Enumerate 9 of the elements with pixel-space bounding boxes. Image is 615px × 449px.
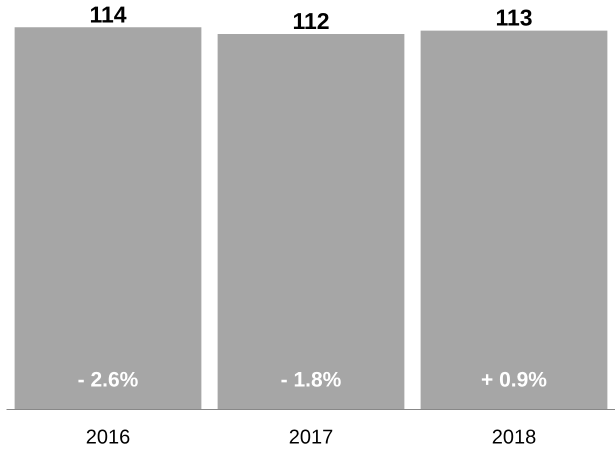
annotation: + 0.9% <box>481 368 548 392</box>
x-tick-label: 2018 <box>492 426 536 448</box>
data-label: 112 <box>292 8 330 34</box>
annotation: - 1.8% <box>280 368 342 392</box>
annotation: - 2.6% <box>78 368 139 392</box>
data-label: 114 <box>89 1 127 28</box>
data-label: 113 <box>495 4 533 31</box>
x-tick-label: 2017 <box>288 426 334 448</box>
x-tick-label: 2016 <box>86 426 130 448</box>
